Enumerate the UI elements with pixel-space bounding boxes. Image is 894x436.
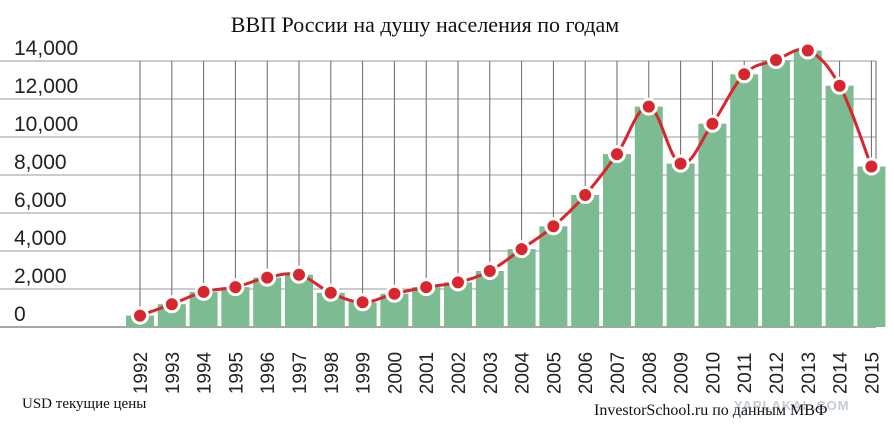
marker-2009: [671, 154, 690, 173]
bar-2014: [825, 85, 854, 327]
y-tick-label: 14,000: [14, 37, 78, 60]
marker-1997: [290, 265, 308, 284]
x-tick-label: 2015: [862, 352, 883, 394]
marker-1998: [321, 283, 340, 302]
x-tick-label: 1993: [163, 352, 184, 394]
marker-2007: [608, 145, 626, 164]
y-tick-label: 8,000: [14, 151, 67, 174]
x-tick-label: 2004: [513, 351, 534, 394]
x-tick-label: 1996: [258, 352, 279, 394]
x-tick-label: 1995: [226, 352, 247, 394]
marker-2006: [576, 185, 595, 204]
y-tick-label: 6,000: [14, 189, 67, 212]
marker-1993: [162, 295, 181, 314]
marker-2001: [417, 278, 436, 297]
y-tick-label: 12,000: [14, 75, 78, 98]
x-tick-label: 2011: [735, 353, 756, 394]
bar-2007: [603, 154, 631, 327]
x-tick-label: 2012: [767, 352, 788, 394]
bar-2008: [634, 106, 663, 327]
x-tick-label: 1999: [354, 352, 375, 394]
x-tick-label: 2009: [672, 352, 693, 394]
marker-2003: [480, 261, 499, 280]
bar-2015: [857, 166, 886, 327]
bar-2004: [507, 249, 536, 327]
bar-2005: [539, 226, 568, 327]
x-tick-label: 2007: [608, 352, 629, 394]
marker-1999: [353, 293, 372, 312]
x-tick-label: 1992: [131, 352, 152, 394]
source-note: InvestorSchool.ru по данным МВФ: [594, 402, 828, 419]
marker-1994: [194, 282, 213, 301]
y-tick-label: 10,000: [14, 113, 78, 136]
x-tick-label: 2002: [449, 352, 470, 394]
marker-2008: [639, 97, 658, 116]
marker-2002: [449, 273, 467, 292]
x-tick-label: 2005: [544, 352, 565, 394]
watermark: YAPLAKAL.COM: [734, 398, 850, 413]
x-tick-label: 1998: [322, 352, 343, 394]
marker-1996: [258, 268, 277, 287]
marker-2004: [512, 240, 531, 259]
marker-1995: [226, 278, 245, 297]
units-note: USD текущие цены: [22, 396, 147, 412]
bar-2013: [793, 50, 822, 328]
marker-2012: [767, 51, 785, 70]
x-tick-label: 1997: [290, 352, 311, 394]
marker-2015: [862, 157, 881, 176]
x-tick-label: 2001: [417, 352, 438, 394]
x-tick-label: 1994: [195, 351, 216, 394]
x-tick-label: 2000: [385, 352, 406, 394]
y-tick-label: 0: [14, 303, 26, 326]
y-tick-labels: 0 2,000 4,000 6,000 8,000 10,000 12,000 14,000: [14, 37, 78, 326]
marker-2013: [798, 41, 817, 60]
x-tick-label: 2003: [481, 352, 502, 394]
x-tick-label: 2014: [831, 351, 852, 394]
bar-1993: [157, 304, 186, 327]
x-tick-label: 2008: [640, 352, 661, 394]
marker-1992: [131, 306, 149, 325]
bar-2006: [571, 194, 600, 327]
chart-title: ВВП России на душу населения по годам: [230, 12, 620, 37]
bar-2012: [762, 60, 790, 328]
marker-2011: [735, 65, 754, 84]
bar-2010: [698, 123, 727, 327]
series-line: [139, 47, 873, 318]
y-tick-label: 4,000: [14, 227, 67, 250]
bar-2003: [475, 270, 504, 327]
x-tick-label: 2013: [799, 352, 820, 394]
bar-2011: [730, 74, 759, 327]
marker-2014: [830, 76, 849, 95]
bar-2009: [666, 163, 695, 327]
x-tick-label: 2006: [576, 352, 597, 394]
marker-2005: [544, 217, 563, 236]
series-line-path: [139, 47, 873, 318]
marker-2010: [703, 114, 722, 133]
markers: [131, 41, 881, 325]
marker-2000: [385, 284, 404, 303]
y-tick-label: 2,000: [14, 265, 67, 288]
x-tick-labels: 1992 1993 1994 1995 1996 1997 1998 1999 2000 2001…: [131, 351, 883, 394]
x-tick-label: 2010: [703, 352, 724, 394]
